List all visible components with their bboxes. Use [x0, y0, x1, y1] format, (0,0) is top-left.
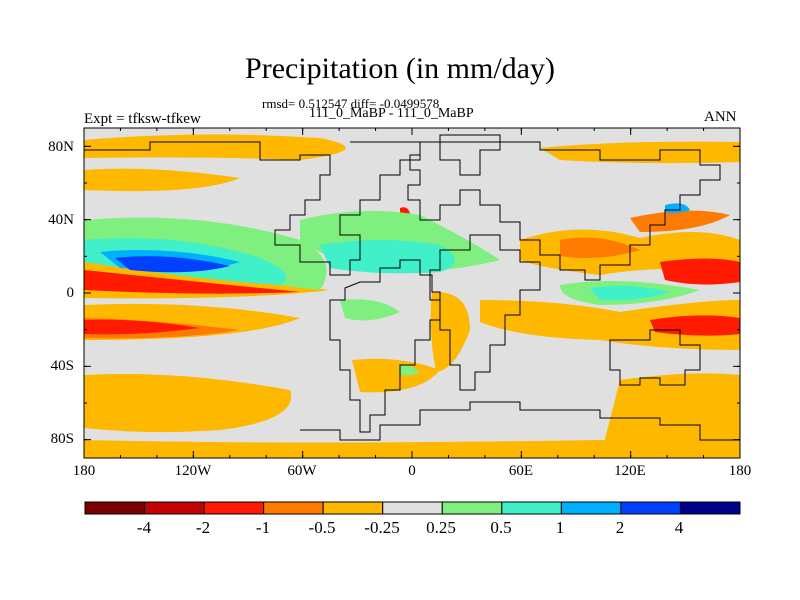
- colorbar-label: 4: [674, 518, 684, 537]
- colorbar-swatch: [382, 501, 443, 515]
- coast-greenland: [439, 134, 501, 176]
- stats-line: rmsd= 0.512547 diff= -0.0499578: [262, 96, 440, 111]
- red-region-tropical-pacific: [84, 270, 300, 294]
- colorbar-label: -0.25: [364, 518, 400, 537]
- red-region-southpac: [84, 319, 200, 335]
- blue-regions: [115, 256, 230, 273]
- period-label: ANN: [704, 109, 737, 125]
- lon-label: 120W: [174, 463, 212, 479]
- colorbar-label: 1: [555, 518, 565, 537]
- blue-region-pacific: [115, 256, 230, 273]
- colorbar-label: -2: [195, 518, 211, 537]
- coastlines: [84, 134, 740, 441]
- orange-region-northpole: [84, 134, 346, 160]
- precip-field: [84, 128, 740, 458]
- lat-label: 40S: [50, 358, 74, 374]
- colorbar-swatch: [501, 501, 562, 515]
- colorbar-label: -0.5: [308, 518, 336, 537]
- experiment-label: Expt = tfksw-tfkew: [84, 111, 201, 127]
- coast-africa: [429, 234, 541, 391]
- coast-northamerica: [84, 141, 421, 276]
- dark-orange-region-2: [560, 237, 640, 258]
- orange-region-southatl: [352, 358, 440, 393]
- axis-ticks: [83, 128, 741, 458]
- colorbar-label: 0.5: [490, 518, 512, 537]
- lon-label: 180: [72, 463, 96, 479]
- lon-label: 180: [728, 463, 752, 479]
- red-region-indian-south: [650, 315, 740, 336]
- lon-label: 0: [408, 463, 416, 479]
- coast-australia: [609, 329, 701, 386]
- colorbar-swatch: [203, 501, 265, 515]
- coast-eurasia: [407, 141, 721, 281]
- lon-label: 120E: [614, 463, 646, 479]
- colorbar-swatch: [560, 501, 622, 515]
- colorbar-swatch: [322, 501, 384, 515]
- orange-region-antarctica: [84, 440, 740, 458]
- green-region-africa: [340, 299, 400, 321]
- colorbar-swatch: [144, 501, 205, 515]
- red-region-westpac: [660, 258, 740, 285]
- orange-region-northpac: [84, 168, 240, 192]
- lon-label: 60W: [287, 463, 317, 479]
- lat-label: 80N: [48, 139, 74, 155]
- coast-southamerica: [329, 259, 441, 433]
- page-title: Precipitation (in mm/day): [245, 52, 555, 85]
- colorbar-swatch: [620, 501, 681, 515]
- colorbar-swatch: [84, 501, 146, 515]
- colorbar-label: -4: [136, 518, 152, 537]
- cyan-region-atlantic: [320, 240, 455, 274]
- colorbar-swatch: [263, 501, 324, 515]
- colorbar-label: 2: [615, 518, 625, 537]
- dark-orange-region-3: [630, 210, 730, 232]
- lat-label: 40N: [48, 212, 74, 228]
- colorbar-label: -1: [255, 518, 271, 537]
- orange-region-indian: [480, 300, 740, 350]
- subtitle: 111_0_MaBP - 111_0_MaBP: [309, 106, 474, 121]
- colorbar: [84, 501, 741, 515]
- coast-antarctica: [300, 401, 740, 441]
- cyan-region-indian: [590, 285, 670, 301]
- orange-region-southern-ocean-east: [600, 373, 740, 458]
- lat-label: 0: [66, 285, 75, 301]
- red-regions: [84, 207, 740, 336]
- lat-label: 80S: [50, 431, 74, 447]
- orange-region-southern-ocean-west: [84, 374, 292, 433]
- colorbar-swatch: [679, 501, 741, 515]
- colorbar-swatch: [441, 501, 503, 515]
- orange-region-arctic-east: [540, 141, 740, 164]
- lon-label: 60E: [508, 463, 534, 479]
- colorbar-label: 0.25: [426, 518, 456, 537]
- green-region-southatlantic: [398, 364, 420, 376]
- sky-region-japan: [665, 203, 690, 214]
